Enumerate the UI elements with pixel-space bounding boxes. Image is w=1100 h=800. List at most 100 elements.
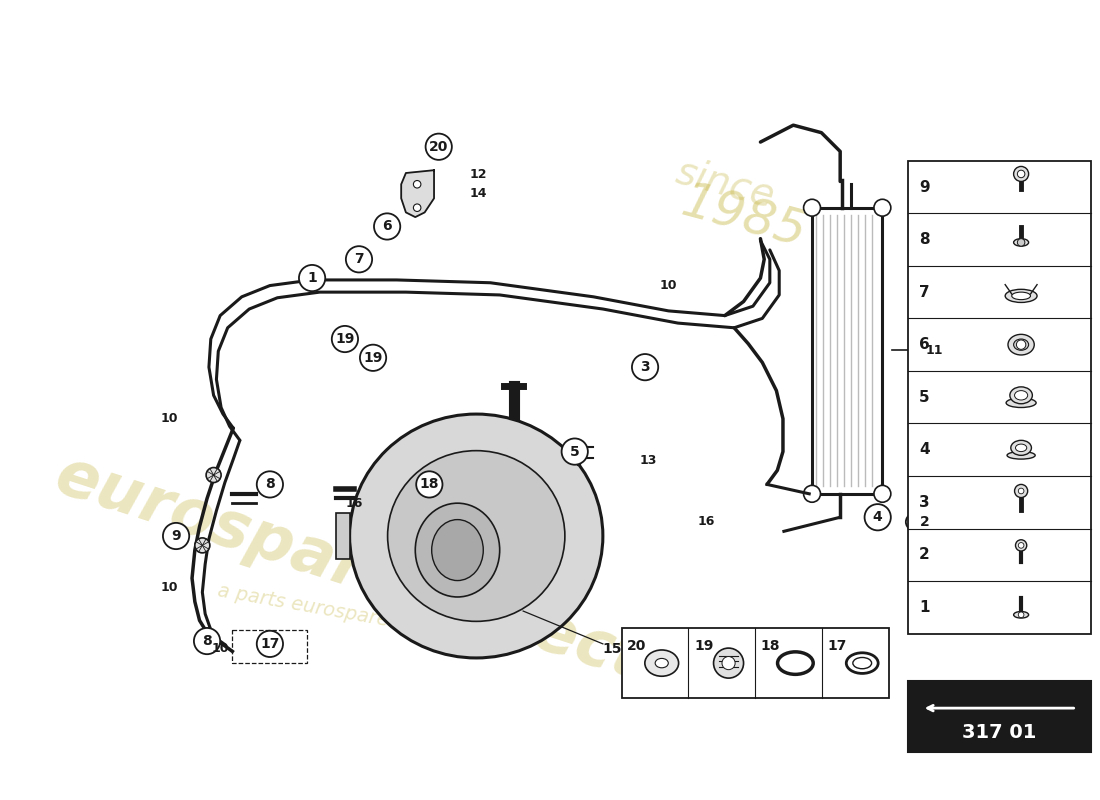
Text: 1985: 1985 [675, 178, 812, 257]
Circle shape [1018, 170, 1025, 178]
Bar [336, 513, 350, 559]
Text: 12: 12 [470, 168, 487, 182]
Ellipse shape [350, 414, 603, 658]
Text: 10: 10 [161, 412, 178, 426]
Text: 1: 1 [920, 600, 929, 614]
Circle shape [1016, 340, 1026, 350]
Ellipse shape [1011, 440, 1032, 455]
Ellipse shape [1015, 444, 1026, 451]
Ellipse shape [1006, 451, 1035, 459]
Circle shape [163, 523, 189, 549]
Circle shape [414, 204, 421, 211]
Text: 13: 13 [639, 454, 657, 467]
Text: 9: 9 [920, 179, 929, 194]
Text: 20: 20 [627, 639, 647, 653]
Text: 18: 18 [761, 639, 780, 653]
Text: 2: 2 [920, 547, 929, 562]
Text: 9: 9 [172, 529, 180, 543]
Ellipse shape [431, 519, 483, 581]
Text: 1: 1 [307, 271, 317, 285]
Text: 2: 2 [920, 515, 929, 529]
Ellipse shape [656, 658, 669, 668]
Text: 19: 19 [336, 332, 354, 346]
Bar [232, 630, 307, 662]
Polygon shape [402, 170, 434, 217]
Text: 10: 10 [161, 581, 178, 594]
Bar [908, 682, 1090, 752]
Text: 17: 17 [261, 637, 279, 651]
Circle shape [865, 504, 891, 530]
Text: 19: 19 [694, 639, 714, 653]
Text: 7: 7 [354, 252, 364, 266]
Text: 8: 8 [202, 634, 212, 648]
Circle shape [714, 648, 744, 678]
Circle shape [1019, 488, 1024, 494]
Bar [908, 161, 1090, 634]
Text: 317 01: 317 01 [962, 722, 1036, 742]
Text: 18: 18 [419, 478, 439, 491]
Circle shape [256, 471, 283, 498]
Text: 14: 14 [470, 187, 487, 200]
Ellipse shape [1013, 238, 1028, 246]
Bar [621, 628, 889, 698]
Text: 10: 10 [660, 279, 678, 292]
Ellipse shape [1006, 398, 1036, 407]
Text: 4: 4 [872, 510, 882, 524]
Circle shape [1015, 540, 1026, 551]
Text: 19: 19 [363, 350, 383, 365]
Circle shape [416, 471, 442, 498]
Ellipse shape [416, 503, 499, 597]
Text: 11: 11 [925, 344, 943, 357]
Circle shape [562, 438, 587, 465]
Circle shape [426, 134, 452, 160]
Circle shape [631, 354, 658, 380]
Text: 3: 3 [920, 494, 929, 510]
Circle shape [1013, 166, 1028, 182]
Text: 6: 6 [920, 337, 929, 352]
Ellipse shape [1010, 387, 1033, 404]
Text: 4: 4 [920, 442, 929, 458]
Circle shape [332, 326, 359, 352]
Circle shape [873, 486, 891, 502]
Circle shape [1019, 542, 1024, 548]
Text: 8: 8 [265, 478, 275, 491]
Text: 3: 3 [640, 360, 650, 374]
Circle shape [804, 486, 821, 502]
Text: since: since [671, 153, 779, 216]
Circle shape [194, 628, 220, 654]
Ellipse shape [1012, 292, 1031, 300]
Ellipse shape [1005, 290, 1037, 302]
Text: 20: 20 [429, 140, 449, 154]
Text: 10: 10 [211, 642, 229, 655]
Circle shape [206, 467, 221, 482]
Text: a parts eurosparesdirect.com: a parts eurosparesdirect.com [216, 582, 503, 650]
Ellipse shape [1013, 611, 1028, 618]
Ellipse shape [1013, 339, 1028, 350]
Text: 16: 16 [345, 497, 363, 510]
Ellipse shape [645, 650, 679, 676]
Circle shape [873, 199, 891, 216]
Circle shape [1014, 485, 1027, 498]
Text: 5: 5 [570, 445, 580, 458]
Text: 16: 16 [697, 515, 715, 529]
Circle shape [345, 246, 372, 273]
Text: 7: 7 [920, 285, 929, 300]
Circle shape [1018, 238, 1025, 246]
Circle shape [195, 538, 210, 553]
Circle shape [299, 265, 326, 291]
Bar [812, 208, 882, 494]
Text: 8: 8 [920, 232, 929, 247]
Text: eurosparesdirect: eurosparesdirect [47, 444, 651, 694]
Circle shape [1019, 612, 1024, 618]
Circle shape [256, 630, 283, 657]
Text: 17: 17 [828, 639, 847, 653]
Circle shape [360, 345, 386, 371]
Ellipse shape [1014, 390, 1027, 400]
Text: 15: 15 [603, 642, 622, 655]
Circle shape [722, 657, 735, 670]
Text: 6: 6 [383, 219, 392, 234]
Circle shape [374, 214, 400, 240]
Circle shape [804, 199, 821, 216]
Ellipse shape [905, 510, 944, 534]
Ellipse shape [387, 450, 565, 622]
